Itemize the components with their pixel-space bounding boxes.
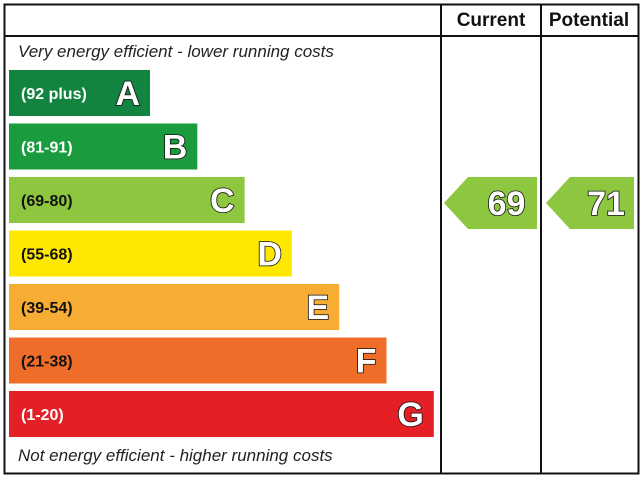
- rating-bands: (92 plus) A (81-91) B (69-80) C (55-68) D (39-54…: [9, 70, 434, 437]
- bottom-caption: Not energy efficient - higher running co…: [18, 446, 333, 465]
- band-c-range: (69-80): [21, 193, 73, 210]
- potential-rating-score: 71: [587, 185, 625, 223]
- potential-rating-arrow: [546, 177, 634, 229]
- band-a-range: (92 plus): [21, 86, 87, 103]
- band-g-bar: [9, 391, 434, 437]
- band-g-letter: G: [397, 396, 423, 434]
- band-c-letter: C: [210, 182, 235, 220]
- current-column-header: Current: [457, 10, 526, 31]
- band-a-bar: [9, 70, 150, 116]
- band-g-range: (1-20): [21, 407, 64, 424]
- band-f-bar: [9, 337, 387, 384]
- band-c-bar: [9, 177, 245, 223]
- band-f-letter: F: [356, 343, 377, 381]
- top-caption: Very energy efficient - lower running co…: [18, 42, 334, 61]
- band-d-range: (55-68): [21, 247, 73, 264]
- band-e-bar: [9, 284, 340, 330]
- band-e-letter: E: [307, 289, 330, 327]
- rating-arrows: 69 71: [444, 177, 634, 229]
- band-f-range: (21-38): [21, 354, 73, 371]
- band-d-bar: [9, 230, 292, 277]
- band-e-range: (39-54): [21, 300, 73, 317]
- band-d-letter: D: [257, 236, 282, 274]
- band-b-range: (81-91): [21, 140, 73, 157]
- current-rating-arrow: [444, 177, 537, 229]
- band-a-letter: A: [115, 75, 140, 113]
- band-b-letter: B: [163, 129, 188, 167]
- current-rating-score: 69: [488, 185, 526, 223]
- band-b-bar: [9, 123, 198, 170]
- potential-column-header: Potential: [549, 10, 629, 31]
